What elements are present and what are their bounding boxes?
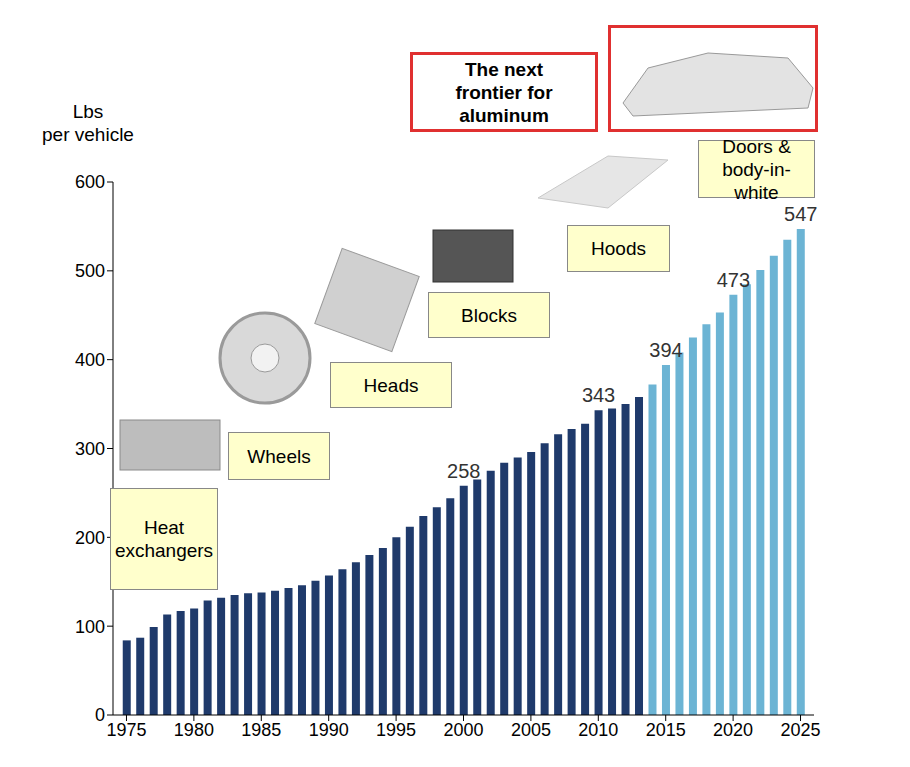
- svg-text:400: 400: [75, 350, 105, 370]
- svg-text:300: 300: [75, 439, 105, 459]
- svg-text:1990: 1990: [309, 720, 349, 740]
- html-text:per vehicle: per vehicle: [42, 124, 134, 145]
- svg-text:1995: 1995: [376, 720, 416, 740]
- svg-text:200: 200: [75, 528, 105, 548]
- svg-text:1985: 1985: [241, 720, 281, 740]
- svg-text:343: 343: [582, 384, 615, 406]
- svg-text:547: 547: [784, 203, 817, 225]
- html-text:Hoods: Hoods: [591, 238, 646, 259]
- svg-text:394: 394: [649, 339, 682, 361]
- html-text:Heat exchangers: Heat exchangers: [114, 517, 214, 561]
- svg-text:2000: 2000: [443, 720, 483, 740]
- svg-text:0: 0: [95, 705, 105, 725]
- svg-text:100: 100: [75, 617, 105, 637]
- svg-text:500: 500: [75, 261, 105, 281]
- html-text:Heads: Heads: [363, 374, 419, 396]
- svg-text:2005: 2005: [511, 720, 551, 740]
- svg-text:1975: 1975: [106, 720, 146, 740]
- svg-text:473: 473: [717, 269, 750, 291]
- html-text:Blocks: Blocks: [461, 304, 517, 326]
- html-text:Doors & body-in-white: Doors & body-in-white: [722, 135, 791, 203]
- svg-text:600: 600: [75, 172, 105, 192]
- svg-text:1980: 1980: [174, 720, 214, 740]
- svg-text:2015: 2015: [646, 720, 686, 740]
- svg-text:2020: 2020: [713, 720, 753, 740]
- html-text:Wheels: Wheels: [247, 445, 311, 467]
- svg-text:2010: 2010: [578, 720, 618, 740]
- html-text:The next frontier for aluminum: The next frontier for aluminum: [455, 58, 553, 126]
- html-text:Lbs: Lbs: [72, 101, 104, 122]
- svg-text:258: 258: [447, 460, 480, 482]
- svg-text:2025: 2025: [780, 720, 820, 740]
